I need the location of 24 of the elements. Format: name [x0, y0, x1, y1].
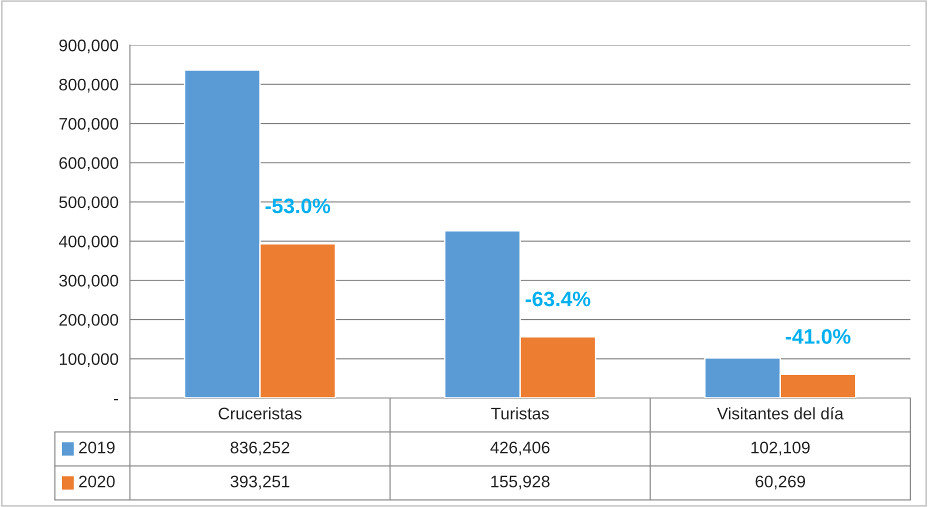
annotation: -63.4%	[526, 292, 590, 306]
data-label: 60,269	[756, 476, 805, 490]
y-tick-label: 200,000	[59, 314, 118, 328]
annotation: -41.0%	[786, 329, 850, 344]
y-tick-label: 400,000	[58, 236, 118, 250]
y-tick-label: 100,000	[60, 353, 118, 367]
data-label: 155,928	[491, 476, 550, 490]
annotation: -53.0%	[266, 198, 330, 214]
x-tick-label: Visitantes del día	[717, 407, 844, 420]
y-tick-label: 700,000	[59, 118, 118, 132]
data-label: 426,406	[490, 442, 550, 456]
y-tick-label: 900,000	[59, 40, 118, 54]
x-tick-label: Cruceristas	[218, 407, 302, 420]
y-tick-label: 500,000	[59, 196, 118, 210]
data-label: 102,109	[751, 442, 810, 456]
y-tick-label: 800,000	[59, 78, 118, 93]
y-tick-label: -	[114, 398, 118, 400]
y-tick-label: 600,000	[59, 157, 118, 171]
y-tick-label: 300,000	[59, 274, 118, 289]
legend-label: 2020	[79, 476, 115, 488]
data-label: 393,251	[230, 476, 290, 490]
data-label: 836,252	[230, 442, 290, 456]
x-tick-label: Turistas	[491, 407, 549, 420]
legend-label: 2019	[79, 442, 115, 454]
